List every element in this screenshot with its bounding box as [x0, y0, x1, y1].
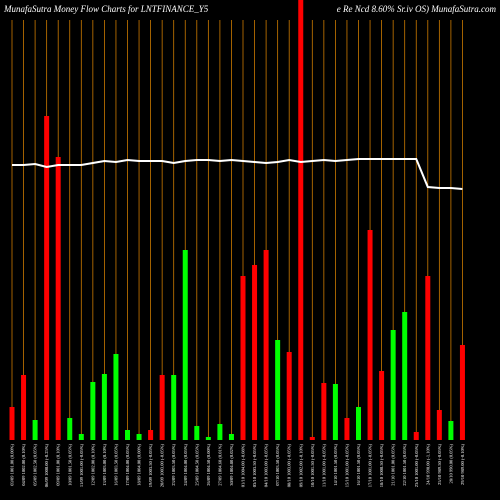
x-tick-label: 04/10 1003.00 (-0.05%): [264, 444, 269, 488]
x-tick-label: 28/10 990.00 (0.05%): [448, 444, 453, 484]
x-tick-label: 21/10 1001.00 (0.05%): [391, 444, 396, 486]
x-tick-label: 16/09 1003.50 (0.05%): [113, 444, 118, 486]
x-tick-label: 06/09 1000.00 (-0.25%): [44, 444, 49, 488]
x-tick-label: 25/10 989.50 (-0.05%): [437, 444, 442, 485]
bar: [240, 276, 246, 440]
x-tick-label: 23/09 1003.50 (0.05%): [171, 444, 176, 486]
bar: [182, 250, 188, 440]
bar: [217, 424, 223, 440]
bar: [148, 430, 154, 440]
x-tick-label: 18/10 1000.50 (-0.05%): [379, 444, 384, 488]
x-tick-label: 03/09 1001.00 (0.00%): [10, 444, 15, 486]
x-tick-label: 26/09 1004.50 (0.00%): [206, 444, 211, 486]
x-tick-label: 14/10 1001.50 (0.05%): [333, 444, 338, 486]
bar: [402, 312, 408, 440]
x-tick-label: 27/09 1004.60 (0.01%): [217, 444, 222, 486]
x-tick-label: 12/09 1002.00 (0.10%): [90, 444, 95, 486]
bar: [113, 354, 119, 440]
x-tick-label: 15/10 1001.00 (-0.05%): [344, 444, 349, 488]
bar: [379, 371, 385, 440]
bar: [55, 157, 61, 440]
bar: [263, 250, 269, 440]
x-tick-label: 24/10 990.00 (-1.10%): [425, 444, 430, 485]
bar: [275, 340, 281, 440]
x-tick-label: 20/09 1003.00 (-0.05%): [160, 444, 165, 488]
bar: [101, 374, 107, 440]
x-tick-label: 04/09 1002.00 (0.10%): [21, 444, 26, 486]
bar: [309, 437, 315, 440]
bar: [390, 330, 396, 440]
x-tick-label: 17/10 1001.00 (-0.05%): [368, 444, 373, 488]
x-tick-label: 25/09 1004.50 (0.05%): [194, 444, 199, 486]
bar: [159, 375, 165, 440]
bar: [125, 430, 130, 440]
bar: [321, 383, 327, 440]
bar: [298, 0, 304, 440]
bar: [136, 434, 142, 440]
x-tick-label: 18/09 1004.00 (0.00%): [137, 444, 142, 486]
x-tick-label: 07/10 1003.50 (0.05%): [275, 444, 280, 486]
bar: [78, 434, 84, 440]
x-tick-label: 08/10 1003.00 (-0.05%): [287, 444, 292, 488]
x-tick-label: 24/09 1004.00 (0.05%): [183, 444, 188, 486]
bar: [436, 410, 442, 440]
chart-title-right: e Re Ncd 8.60% Sr.iv OS) MunafaSutra.com: [337, 4, 497, 14]
bar: [448, 421, 454, 440]
bar: [228, 434, 234, 440]
bar: [67, 418, 73, 440]
bar: [425, 276, 431, 440]
x-tick-label: 30/09 1004.80 (0.02%): [229, 444, 234, 486]
x-tick-label: 01/10 1004.00 (-0.08%): [241, 444, 246, 488]
x-tick-label: 11/10 1001.00 (-0.05%): [321, 443, 326, 487]
bar: [252, 265, 258, 440]
bar: [286, 352, 292, 440]
bar: [171, 375, 177, 440]
x-tick-label: 09/09 1001.00 (0.10%): [56, 444, 61, 486]
bar: [459, 345, 465, 440]
x-tick-label: 29/10 989.00 (-0.10%): [460, 444, 465, 485]
chart-title: MunafaSutra Money Flow Charts for LNTFIN…: [3, 4, 209, 14]
bar: [367, 230, 373, 440]
x-tick-label: 09/10 1002.00 (-0.10%): [298, 444, 303, 488]
bar: [413, 432, 419, 440]
bar: [194, 426, 200, 440]
bar: [44, 116, 50, 440]
x-tick-label: 17/09 1004.00 (0.05%): [125, 444, 130, 486]
bar: [21, 375, 27, 440]
bar: [205, 437, 211, 440]
bar: [9, 407, 15, 440]
x-tick-label: 13/09 1003.00 (0.10%): [102, 444, 107, 486]
x-tick-label: 11/09 1001.00 (-0.05%): [79, 443, 84, 487]
bar: [356, 407, 361, 440]
x-tick-label: 23/10 1001.00 (-0.05%): [414, 444, 419, 488]
x-tick-label: 16/10 1001.50 (0.05%): [356, 444, 361, 486]
money-flow-line: [12, 158, 463, 190]
x-tick-label: 10/09 1001.50 (0.05%): [67, 444, 72, 486]
bar: [90, 382, 96, 440]
x-tick-label: 22/10 1001.50 (0.05%): [402, 444, 407, 486]
x-tick-label: 03/10 1003.50 (-0.05%): [252, 444, 257, 488]
bar: [344, 418, 350, 440]
bar: [32, 420, 38, 440]
x-tick-label: 10/10 1001.50 (-0.05%): [310, 444, 315, 488]
bar: [332, 384, 338, 440]
x-tick-label: 05/09 1002.50 (0.05%): [33, 444, 38, 486]
x-tick-label: 19/09 1003.50 (-0.05%): [148, 444, 153, 488]
